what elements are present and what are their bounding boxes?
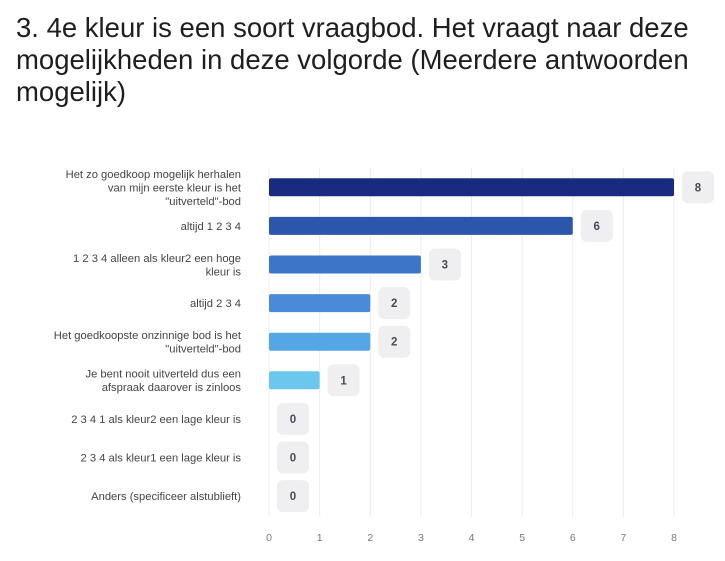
- value-badge: [580, 209, 613, 242]
- bar: [269, 216, 573, 235]
- category-label: Je bent nooit uitverteld dus een afspraak…: [86, 369, 242, 395]
- data-label: 2: [391, 337, 397, 349]
- category-label: altijd 1 2 3 4: [181, 221, 241, 233]
- category-label-line: Het goedkoopste onzinnige bod is het: [54, 330, 242, 342]
- x-tick-label: 3: [418, 532, 424, 544]
- value-badge: [682, 171, 714, 204]
- category-label-line: "uitverteld"-bod: [165, 343, 241, 355]
- category-label-line: 2 3 4 1 als kleur2 een lage kleur is: [71, 414, 241, 426]
- value-badge: [378, 287, 411, 320]
- value-badge: [428, 248, 461, 281]
- data-label: 1: [340, 375, 347, 387]
- category-label: Het goedkoopste onzinnige bod is het "uit…: [54, 330, 242, 356]
- bars: [269, 178, 674, 390]
- category-label-line: 2 3 4 als kleur1 een lage kleur is: [81, 453, 242, 465]
- data-label: 8: [695, 182, 702, 194]
- category-labels: Het zo goedkoop mogelijk herhalen van mij…: [54, 169, 242, 503]
- data-label: 0: [290, 414, 296, 426]
- value-badge: [378, 325, 411, 358]
- category-label-line: Het zo goedkoop mogelijk herhalen: [66, 169, 241, 181]
- category-label-line: 1 2 3 4 alleen als kleur2 een hoge: [73, 253, 241, 265]
- category-label-line: kleur is: [206, 266, 242, 278]
- value-badge: [277, 402, 309, 435]
- category-label-line: van mijn eerste kleur is het: [108, 182, 242, 194]
- bar: [269, 294, 371, 313]
- bar: [269, 255, 421, 274]
- bar: [269, 371, 320, 390]
- x-tick-label: 1: [317, 532, 323, 544]
- x-tick-label: 0: [266, 532, 272, 544]
- category-label: 1 2 3 4 alleen als kleur2 een hoge kleur …: [73, 253, 241, 279]
- category-label-line: Anders (specificeer alstublieft): [91, 491, 241, 503]
- category-label: Het zo goedkoop mogelijk herhalen van mij…: [66, 169, 242, 208]
- data-label: 0: [290, 453, 296, 465]
- value-badge: [327, 364, 360, 397]
- value-badges: 8 6 3 2 2 1 0 0 0: [277, 171, 714, 513]
- data-label: 6: [594, 221, 600, 233]
- x-tick-label: 4: [469, 532, 475, 544]
- category-label-line: altijd 2 3 4: [190, 298, 241, 310]
- value-badge: [277, 480, 309, 513]
- x-tick-label: 6: [570, 532, 576, 544]
- x-tick-label: 5: [519, 532, 525, 544]
- category-label: 2 3 4 als kleur1 een lage kleur is: [81, 453, 242, 465]
- data-label: 0: [290, 491, 296, 503]
- question-title: 3. 4e kleur is een soort vraagbod. Het v…: [16, 12, 689, 107]
- x-axis-ticks: 0 1 2 3 4 5 6 7 8: [266, 532, 677, 544]
- category-label: Anders (specificeer alstublieft): [91, 491, 241, 503]
- x-tick-label: 2: [367, 532, 373, 544]
- bar: [269, 178, 674, 197]
- data-label: 2: [391, 298, 397, 310]
- x-tick-label: 7: [620, 532, 626, 544]
- x-tick-label: 8: [671, 532, 677, 544]
- category-label: 2 3 4 1 als kleur2 een lage kleur is: [71, 414, 241, 426]
- category-label: altijd 2 3 4: [190, 298, 241, 310]
- bar: [269, 332, 371, 351]
- category-label-line: altijd 1 2 3 4: [181, 221, 241, 233]
- category-label-line: "uitverteld"-bod: [165, 196, 241, 208]
- value-badge: [277, 441, 309, 474]
- category-label-line: Je bent nooit uitverteld dus een: [86, 369, 242, 381]
- data-label: 3: [442, 260, 448, 272]
- category-label-line: afspraak daarover is zinloos: [102, 382, 242, 394]
